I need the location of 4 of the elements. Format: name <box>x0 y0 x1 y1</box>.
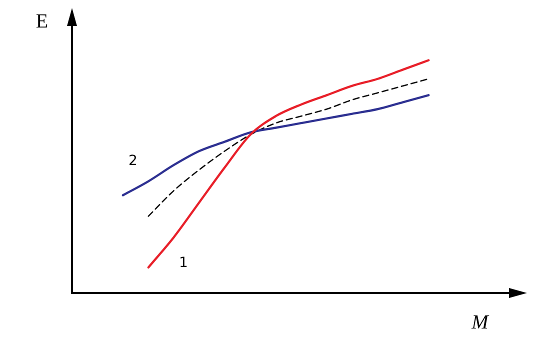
x-axis-title: M <box>470 311 490 334</box>
y-axis-title: E <box>36 10 48 32</box>
series-label: 2 <box>128 152 138 169</box>
series-label: 1 <box>178 255 188 272</box>
